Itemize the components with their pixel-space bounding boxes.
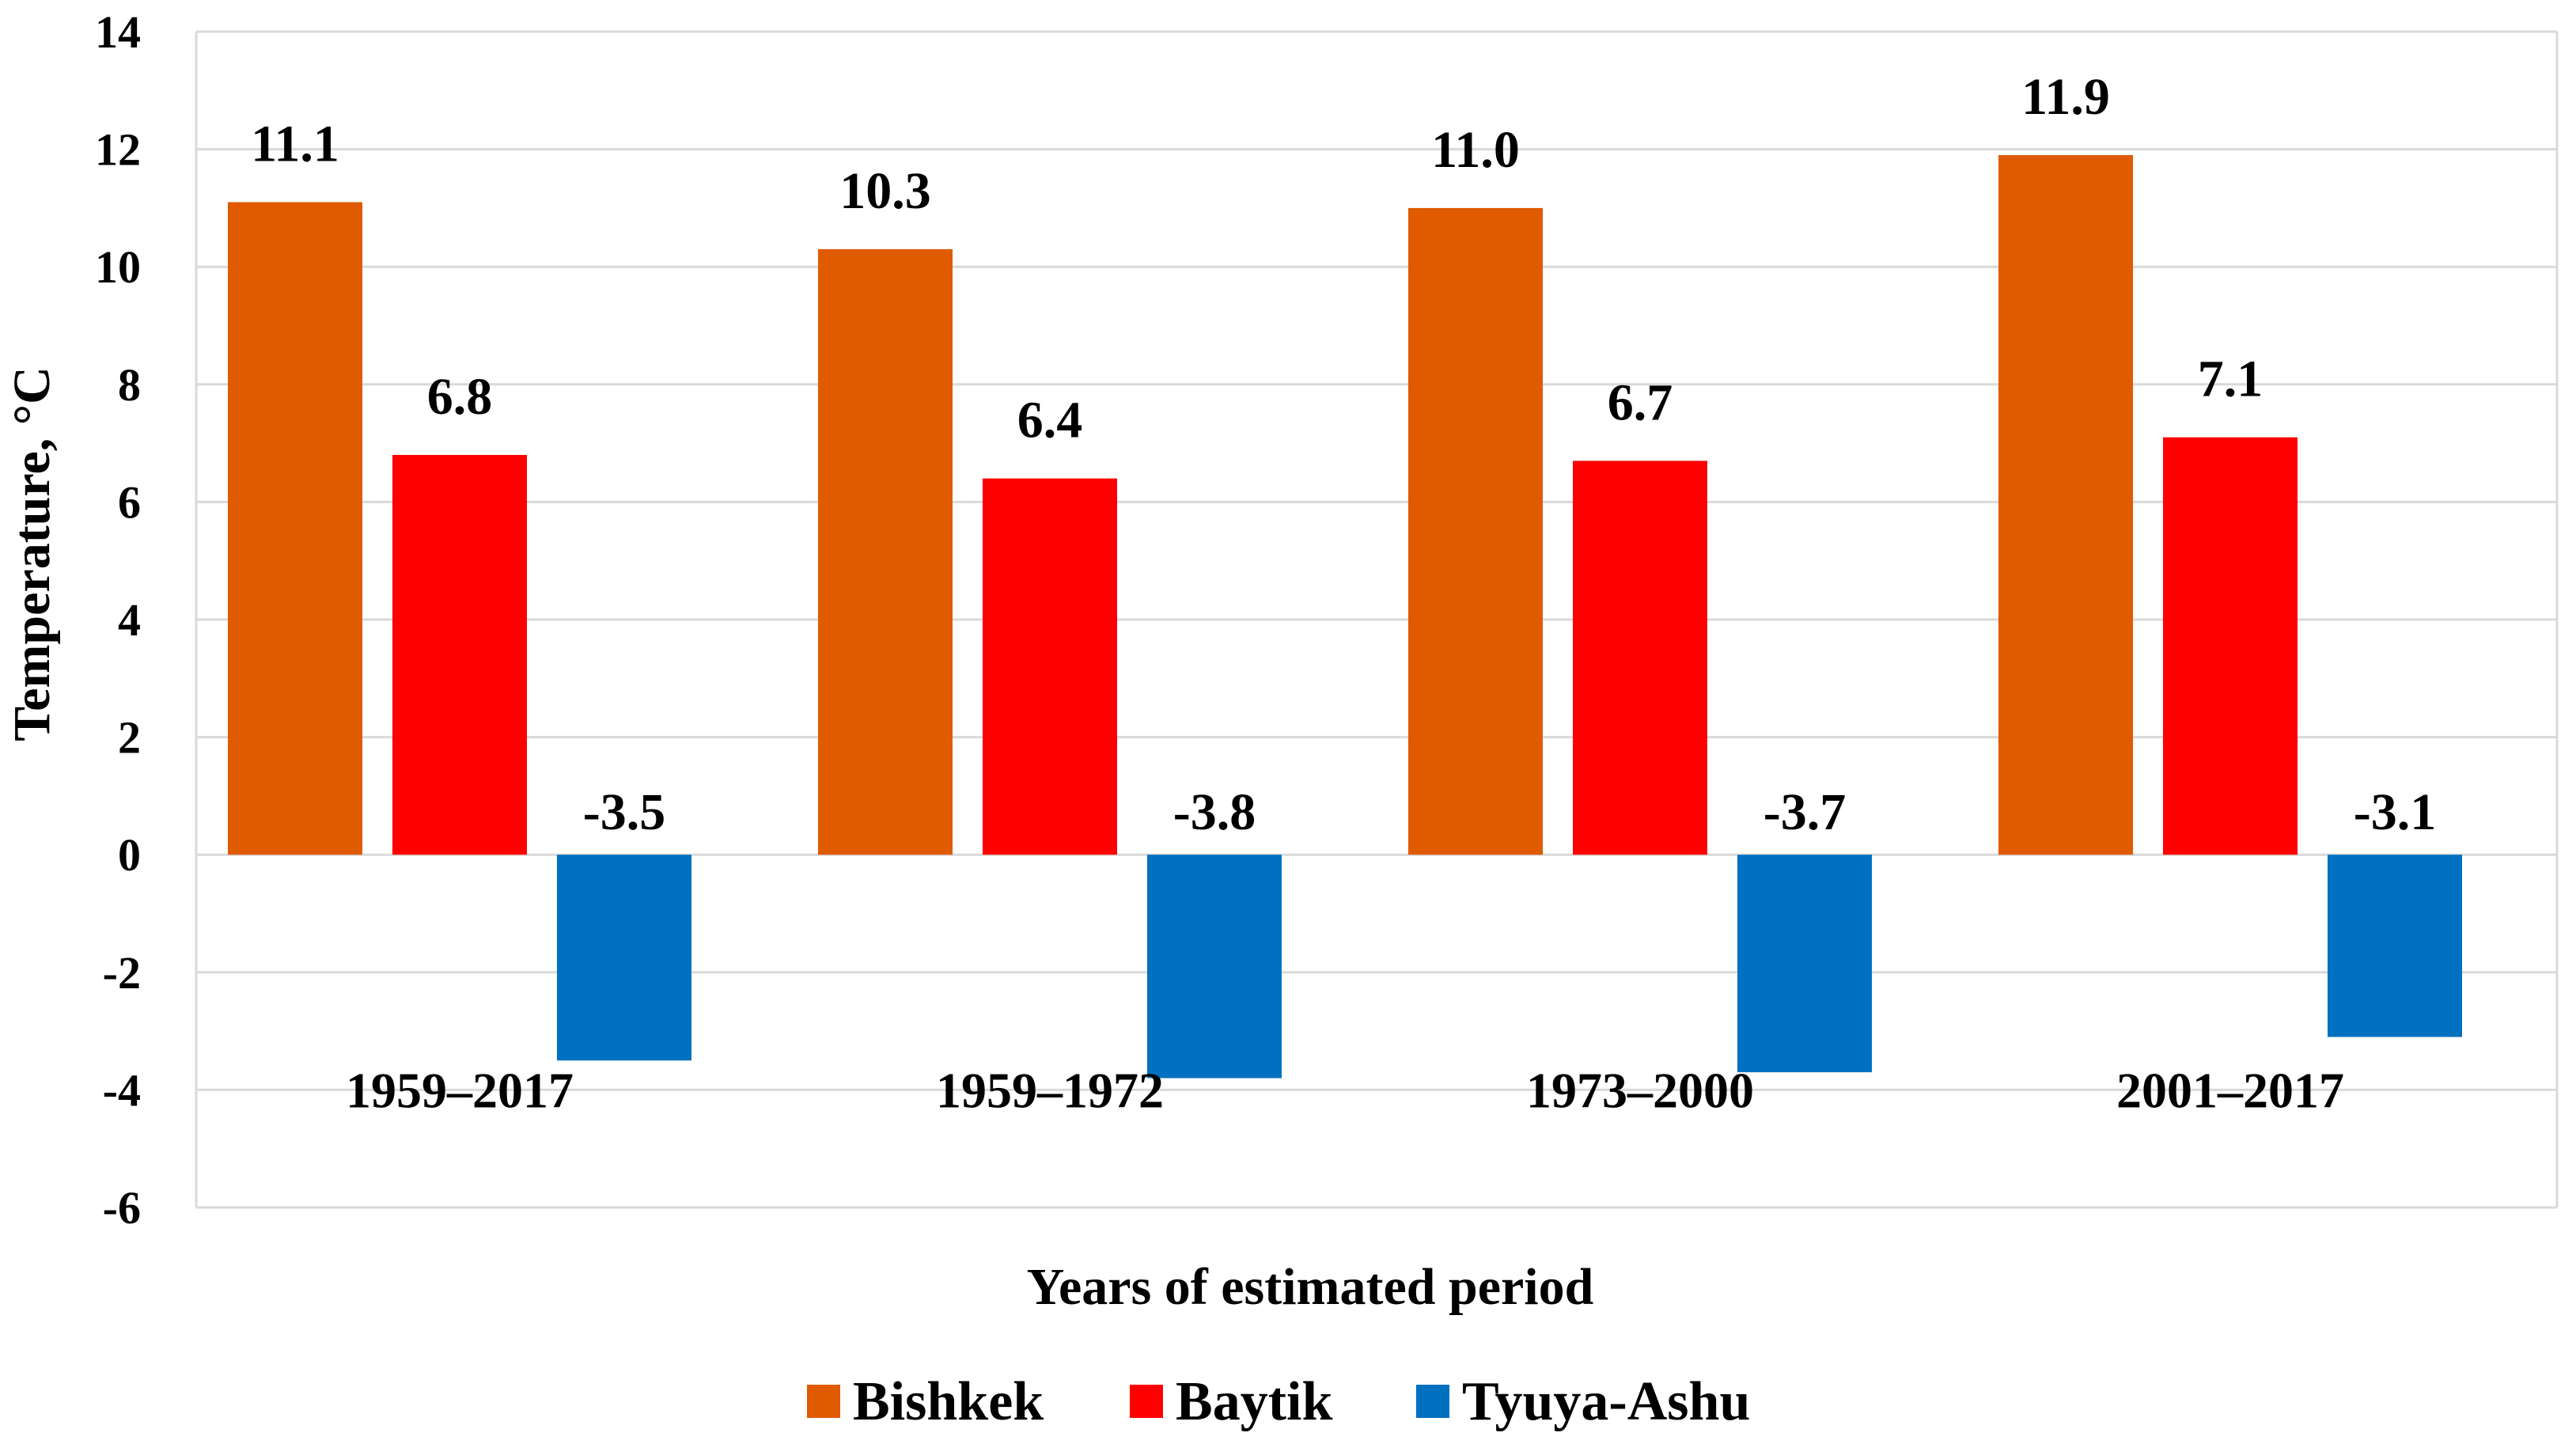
y-tick-label: 10 <box>95 241 141 293</box>
bar-tyuya-ashu-1 <box>1147 855 1282 1078</box>
data-label-tyuya-ashu-3: -3.1 <box>2354 783 2436 841</box>
data-label-baytik-1: 6.4 <box>1017 392 1083 449</box>
legend-label-baytik: Baytik <box>1176 1371 1332 1432</box>
category-label: 1959–2017 <box>346 1062 574 1118</box>
legend-swatch-bishkek <box>807 1385 840 1418</box>
data-label-baytik-0: 6.8 <box>427 368 493 426</box>
y-tick-label: -4 <box>103 1064 141 1116</box>
x-axis-title: Years of estimated period <box>1027 1258 1594 1316</box>
y-tick-label: 0 <box>118 829 141 881</box>
category-label: 1973–2000 <box>1526 1062 1754 1118</box>
y-tick-label: 2 <box>118 712 141 764</box>
data-label-bishkek-1: 10.3 <box>839 162 931 220</box>
y-tick-label: 12 <box>95 124 141 176</box>
legend-swatch-tyuya-ashu <box>1416 1385 1449 1418</box>
bar-tyuya-ashu-3 <box>2328 855 2462 1037</box>
y-tick-label: -6 <box>103 1182 141 1234</box>
data-label-tyuya-ashu-0: -3.5 <box>583 783 665 841</box>
legend-label-tyuya-ashu: Tyuya-Ashu <box>1462 1371 1750 1432</box>
legend-swatch-baytik <box>1130 1385 1163 1418</box>
legend-label-bishkek: Bishkek <box>853 1371 1044 1432</box>
data-label-bishkek-0: 11.1 <box>251 115 339 172</box>
bar-baytik-1 <box>983 478 1117 855</box>
category-label: 2001–2017 <box>2116 1062 2344 1118</box>
category-labels: 1959–2017 1959–1972 1973–2000 2001–2017 <box>346 1062 2344 1118</box>
data-label-bishkek-2: 11.0 <box>1431 121 1520 179</box>
bar-bishkek-1 <box>818 248 953 855</box>
bar-baytik-2 <box>1573 461 1707 855</box>
bar-tyuya-ashu-2 <box>1737 855 1872 1073</box>
y-tick-label: 14 <box>95 6 141 58</box>
y-tick-label: 6 <box>118 476 141 528</box>
bar-tyuya-ashu-0 <box>557 855 691 1061</box>
y-tick-label: -2 <box>103 947 141 999</box>
category-label: 1959–1972 <box>936 1062 1164 1118</box>
bar-bishkek-2 <box>1408 207 1543 855</box>
data-label-tyuya-ashu-1: -3.8 <box>1173 783 1256 841</box>
data-labels: 11.1 6.8 -3.5 10.3 6.4 -3.8 11.0 6.7 -3.7 11.9 7.1… <box>251 68 2436 841</box>
y-axis-title: Temperature, °C <box>3 366 61 741</box>
y-axis-ticks: 14 12 10 8 6 4 2 0 -2 -4 -6 <box>95 6 141 1234</box>
data-label-baytik-3: 7.1 <box>2198 351 2263 408</box>
bar-baytik-3 <box>2163 437 2298 855</box>
legend: Bishkek Baytik Tyuya-Ashu <box>807 1371 1750 1432</box>
y-tick-label: 8 <box>118 359 141 411</box>
y-tick-label: 4 <box>118 594 141 646</box>
bars <box>228 155 2462 1078</box>
bar-bishkek-0 <box>228 202 362 855</box>
data-label-tyuya-ashu-2: -3.7 <box>1763 783 1846 841</box>
data-label-bishkek-3: 11.9 <box>2021 68 2110 126</box>
bar-bishkek-3 <box>1998 155 2133 855</box>
data-label-baytik-2: 6.7 <box>1608 373 1673 431</box>
bar-baytik-0 <box>392 454 527 855</box>
